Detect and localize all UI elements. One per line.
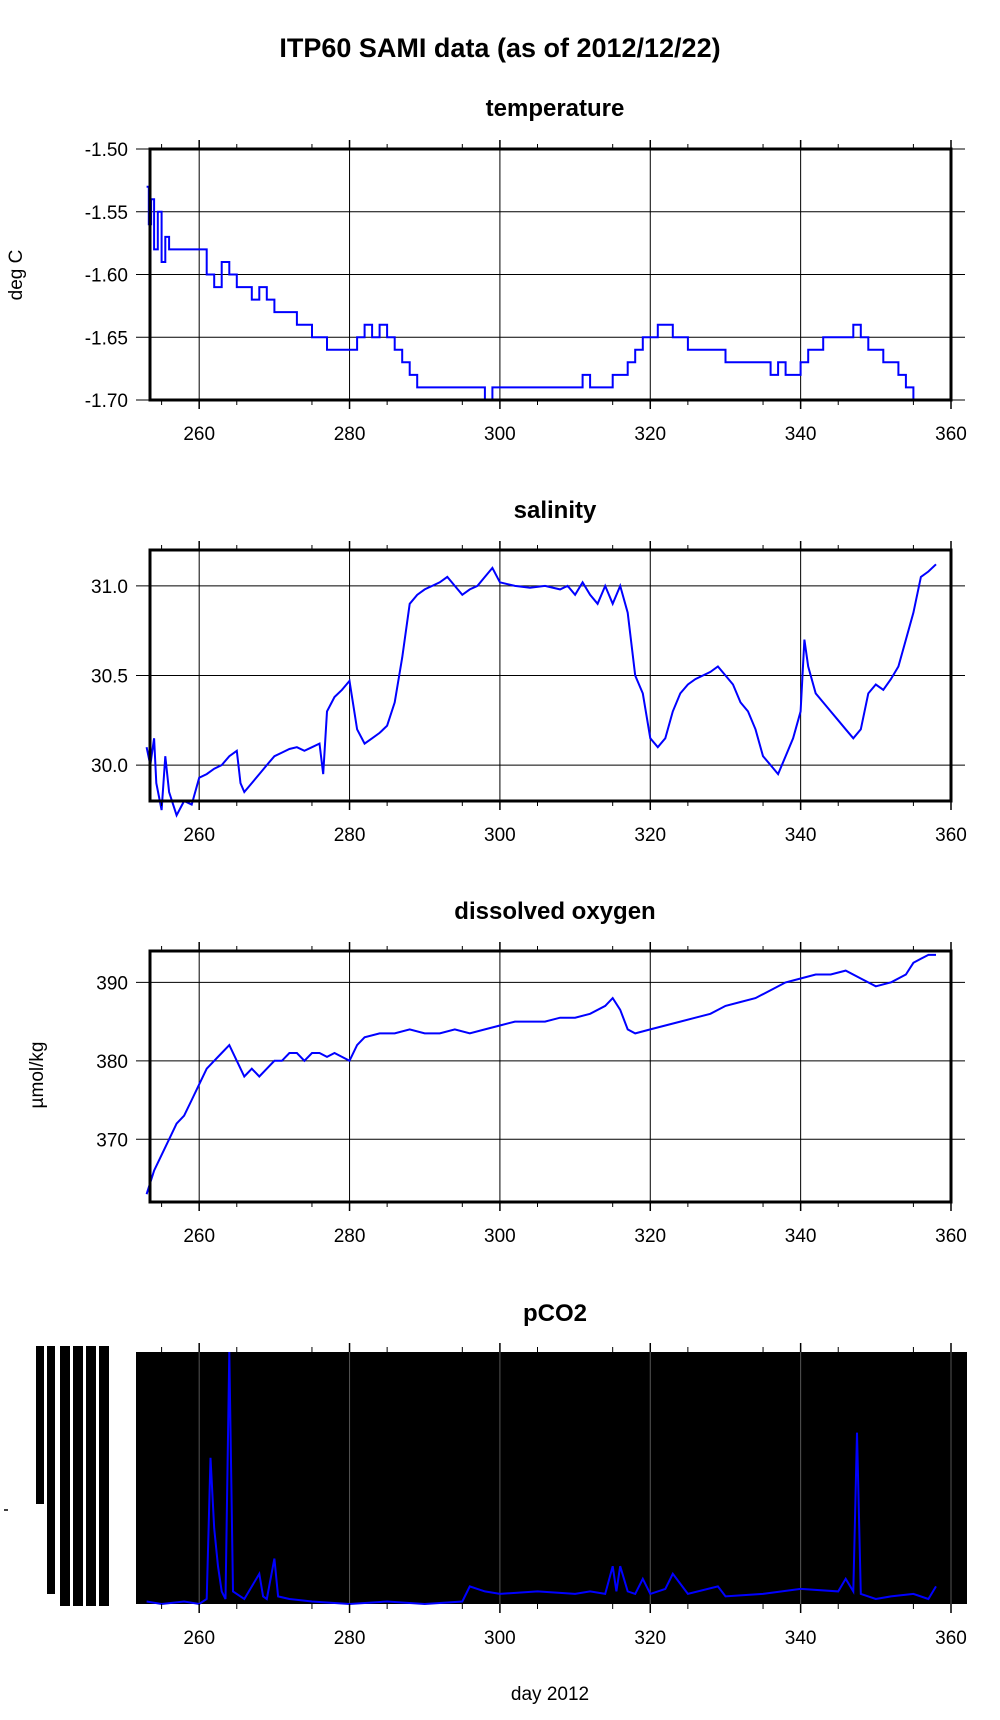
salinity-ticks: 260 280 300 320 340 360 30.0 30.5 31.0: [91, 541, 967, 846]
x-tick-label: 260: [183, 1628, 215, 1649]
temperature-panel: temperature 260 280 300 320 340 360 -1.70 -1.65…: [6, 95, 967, 445]
temperature-ticks: 260 280 300 320 340 360 -1.70 -1.65 -1.60 -1.55 -1…: [85, 140, 967, 445]
x-tick-label: 360: [935, 825, 967, 846]
y-tick-label: -1.65: [85, 328, 128, 349]
x-tick-label: 280: [334, 424, 366, 445]
y-tick-label: -1.50: [85, 140, 128, 161]
x-tick-label: 300: [484, 825, 516, 846]
pco2-title: pCO2: [523, 1300, 587, 1327]
x-tick-label: 340: [785, 825, 817, 846]
temperature-title: temperature: [486, 95, 625, 122]
x-tick-label: 300: [484, 424, 516, 445]
salinity-title: salinity: [514, 497, 597, 524]
oxygen-series-line: [145, 953, 936, 1195]
x-tick-label: 280: [334, 825, 366, 846]
figure-title: ITP60 SAMI data (as of 2012/12/22): [279, 33, 720, 63]
x-axis-label: day 2012: [511, 1684, 589, 1705]
salinity-plot-frame: [148, 548, 953, 803]
salinity-panel: salinity 260 280 300 320 340 360 30.0 30.5 31.0: [91, 497, 967, 846]
y-tick-label: -1.70: [85, 391, 128, 412]
x-tick-label: 320: [634, 424, 666, 445]
pco2-grid: [198, 1352, 952, 1604]
pco2-panel: pCO2 260 280 300 320 340 360: [4, 1300, 967, 1649]
x-tick-label: 260: [183, 424, 215, 445]
x-tick-label: 340: [785, 424, 817, 445]
x-tick-label: 320: [634, 1628, 666, 1649]
x-tick-label: 280: [334, 1226, 366, 1247]
temperature-grid: [136, 148, 965, 401]
pco2-plot-background: [136, 1352, 967, 1604]
x-tick-label: 340: [785, 1628, 817, 1649]
x-tick-label: 360: [935, 1226, 967, 1247]
x-tick-label: 280: [334, 1628, 366, 1649]
y-tick-label: 30.5: [91, 667, 128, 688]
x-tick-label: 300: [484, 1628, 516, 1649]
y-tick-label: 31.0: [91, 577, 128, 598]
y-tick-label: 370: [96, 1130, 128, 1151]
oxygen-panel: dissolved oxygen 260 280 300 320 340 360 370 38…: [27, 898, 967, 1247]
temperature-plot-frame: [148, 147, 953, 402]
x-tick-label: 320: [634, 825, 666, 846]
x-tick-label: 300: [484, 1226, 516, 1247]
salinity-series-line: [145, 563, 937, 818]
x-tick-label: 260: [183, 1226, 215, 1247]
x-tick-label: 340: [785, 1226, 817, 1247]
y-tick-label: 390: [96, 973, 128, 994]
pco2-series-line: [146, 1351, 937, 1606]
oxygen-title: dissolved oxygen: [454, 898, 655, 925]
y-tick-label: 30.0: [91, 756, 128, 777]
x-tick-label: 360: [935, 1628, 967, 1649]
x-tick-label: 320: [634, 1226, 666, 1247]
y-tick-label: 380: [96, 1052, 128, 1073]
temperature-series-line: [146, 185, 936, 401]
oxygen-ticks: 260 280 300 320 340 360 370 380 390: [96, 942, 967, 1247]
pco2-garbled-y-axis-block: [4, 1346, 109, 1606]
temperature-y-axis-label: deg C: [6, 250, 27, 301]
pco2-ticks: 260 280 300 320 340 360: [161, 1343, 967, 1649]
y-tick-label: -1.55: [85, 203, 128, 224]
oxygen-y-axis-label: µmol/kg: [27, 1042, 48, 1109]
x-tick-label: 360: [935, 424, 967, 445]
x-tick-label: 260: [183, 825, 215, 846]
y-tick-label: -1.60: [85, 266, 128, 287]
oxygen-plot-frame: [148, 949, 953, 1204]
